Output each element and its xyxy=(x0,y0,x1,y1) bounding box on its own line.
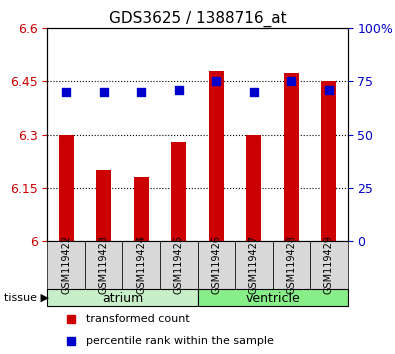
Text: percentile rank within the sample: percentile rank within the sample xyxy=(87,336,274,346)
Point xyxy=(288,79,295,84)
FancyBboxPatch shape xyxy=(273,241,310,289)
Bar xyxy=(171,142,186,241)
FancyBboxPatch shape xyxy=(198,289,348,306)
Text: atrium: atrium xyxy=(102,292,143,304)
Text: tissue ▶: tissue ▶ xyxy=(4,293,49,303)
Point xyxy=(251,89,257,95)
FancyBboxPatch shape xyxy=(47,289,198,306)
Bar xyxy=(58,135,73,241)
FancyBboxPatch shape xyxy=(198,241,235,289)
Title: GDS3625 / 1388716_at: GDS3625 / 1388716_at xyxy=(109,11,286,27)
Bar xyxy=(284,73,299,241)
Bar xyxy=(246,135,261,241)
Text: GSM119429: GSM119429 xyxy=(324,235,334,294)
Point xyxy=(213,79,220,84)
Point xyxy=(175,87,182,93)
FancyBboxPatch shape xyxy=(310,241,348,289)
Bar xyxy=(134,177,149,241)
Text: transformed count: transformed count xyxy=(87,314,190,324)
Text: GSM119422: GSM119422 xyxy=(61,235,71,294)
Text: GSM119426: GSM119426 xyxy=(211,235,221,294)
Text: GSM119428: GSM119428 xyxy=(286,235,296,294)
Point xyxy=(326,87,332,93)
Text: GSM119424: GSM119424 xyxy=(136,235,146,294)
Bar xyxy=(322,81,337,241)
FancyBboxPatch shape xyxy=(122,241,160,289)
Point xyxy=(138,89,145,95)
FancyBboxPatch shape xyxy=(235,241,273,289)
Text: ventricle: ventricle xyxy=(245,292,300,304)
Bar xyxy=(209,71,224,241)
FancyBboxPatch shape xyxy=(85,241,122,289)
FancyBboxPatch shape xyxy=(47,241,85,289)
Text: GSM119423: GSM119423 xyxy=(99,235,109,294)
Text: GSM119425: GSM119425 xyxy=(174,235,184,294)
Bar xyxy=(96,170,111,241)
Point xyxy=(100,89,107,95)
Point xyxy=(63,89,70,95)
Text: GSM119427: GSM119427 xyxy=(249,235,259,294)
FancyBboxPatch shape xyxy=(160,241,198,289)
